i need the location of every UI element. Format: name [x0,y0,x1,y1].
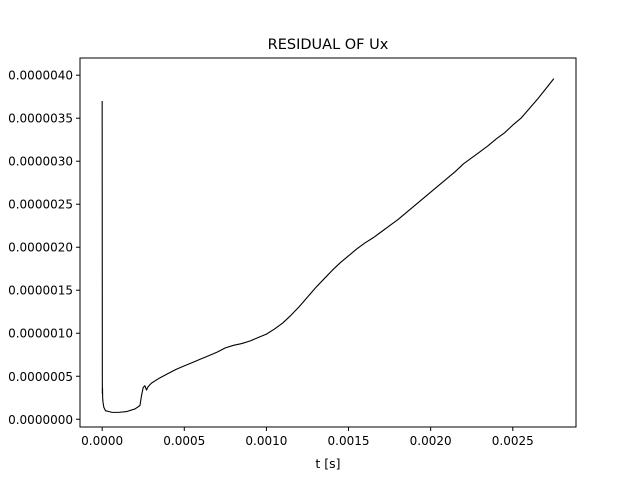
plot-area [101,78,555,413]
x-tick-label: 0.0020 [410,434,452,448]
y-axis: 0.0000000 0.0000005 0.0000010 0.0000015 0.00… [8,69,80,427]
x-tick-label: 0.0010 [245,434,287,448]
y-tick-label: 0.0000035 [8,112,73,126]
y-tick-label: 0.0000005 [8,370,73,384]
x-axis: 0.0000 0.0005 0.0010 0.0015 0.0020 0.0025 [81,427,534,448]
y-tick-label: 0.0000010 [8,327,73,341]
x-tick-label: 0.0000 [81,434,123,448]
axes-frame [79,57,577,428]
x-axis-label: t [s] [315,456,340,471]
y-tick-label: 0.0000025 [8,198,73,212]
y-tick-label: 0.0000015 [8,284,73,298]
y-tick-label: 0.0000000 [8,413,73,427]
chart-title: RESIDUAL OF Ux [268,37,389,53]
y-tick-label: 0.0000040 [8,69,73,83]
x-tick-label: 0.0025 [492,434,534,448]
residual-series-line [101,78,555,413]
y-tick-label: 0.0000020 [8,241,73,255]
x-tick-label: 0.0015 [328,434,370,448]
x-tick-label: 0.0005 [163,434,205,448]
y-tick-label: 0.0000030 [8,155,73,169]
